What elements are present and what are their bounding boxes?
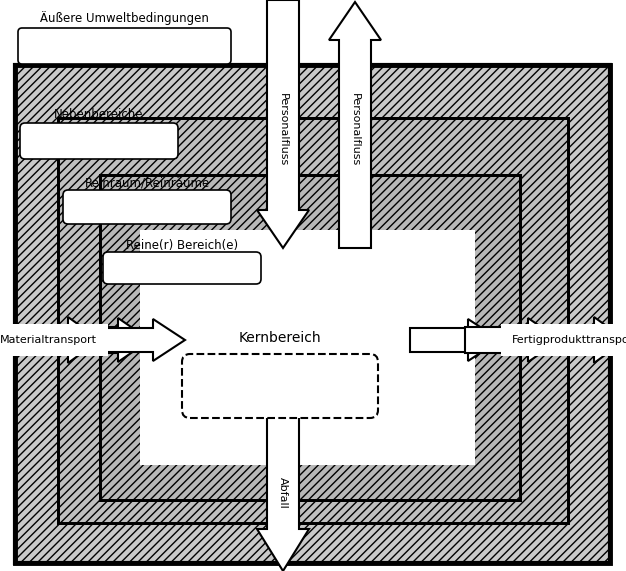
Text: Reine(r) Bereich(e): Reine(r) Bereich(e) xyxy=(126,239,238,252)
Bar xyxy=(58,118,568,523)
Text: Personalfluss: Personalfluss xyxy=(278,94,288,167)
Polygon shape xyxy=(60,318,150,362)
Text: Kernbereich: Kernbereich xyxy=(239,331,321,345)
FancyBboxPatch shape xyxy=(182,354,378,418)
Polygon shape xyxy=(257,0,309,248)
Polygon shape xyxy=(257,415,309,571)
Polygon shape xyxy=(515,317,626,363)
Text: Äußere Umweltbedingungen: Äußere Umweltbedingungen xyxy=(39,11,208,25)
Text: Abfall: Abfall xyxy=(278,477,288,509)
FancyBboxPatch shape xyxy=(20,123,178,159)
Text: Personalfluss: Personalfluss xyxy=(350,94,360,167)
Bar xyxy=(58,118,568,523)
Text: Materialtransport: Materialtransport xyxy=(0,335,96,345)
Bar xyxy=(140,230,475,465)
Text: Fertigprodukttransport: Fertigprodukttransport xyxy=(511,335,626,345)
Bar xyxy=(15,65,610,563)
Bar xyxy=(100,175,520,500)
Polygon shape xyxy=(100,319,185,361)
Polygon shape xyxy=(0,317,100,363)
FancyBboxPatch shape xyxy=(103,252,261,284)
Bar xyxy=(100,175,520,500)
FancyBboxPatch shape xyxy=(63,190,231,224)
Polygon shape xyxy=(465,318,560,362)
Bar xyxy=(15,65,610,563)
Bar xyxy=(58,118,568,523)
Text: Nebenbereiche: Nebenbereiche xyxy=(54,108,144,122)
Polygon shape xyxy=(329,2,381,248)
Polygon shape xyxy=(410,319,500,361)
Text: Reinraum/Reinräume: Reinraum/Reinräume xyxy=(85,176,210,190)
FancyBboxPatch shape xyxy=(18,28,231,64)
Bar xyxy=(100,175,520,500)
